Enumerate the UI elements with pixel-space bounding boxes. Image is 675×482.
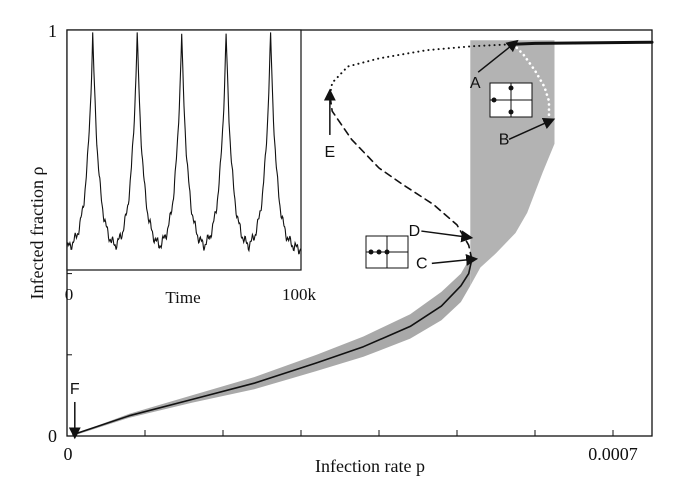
annotation-arrow-C <box>431 253 479 266</box>
region-layer <box>470 40 555 286</box>
inset-xlabel: Time <box>165 288 200 307</box>
fluctuation-band-0 <box>74 257 471 436</box>
y-tick-label-0: 0 <box>48 426 57 446</box>
y-tick-label-1: 1 <box>48 21 57 41</box>
annotation-arrow-D <box>421 230 474 243</box>
series-line-0 <box>74 258 473 435</box>
x-axis-title: Infection rate p <box>315 456 425 476</box>
inset-series <box>66 32 302 255</box>
lattice-glyph-upper <box>489 82 533 118</box>
series-line-1 <box>329 94 473 261</box>
annotation-label-F: F <box>70 381 80 398</box>
inset-x-tick-0: 0 <box>65 285 74 304</box>
annotation-label-D: D <box>409 223 421 240</box>
series-line-4 <box>511 42 551 123</box>
inset: 0 100k Time <box>65 29 317 307</box>
y-axis-title: Infected fraction ρ <box>27 167 47 300</box>
series-layer <box>74 40 654 435</box>
x-tick-label-1: 0.0007 <box>588 444 638 464</box>
annotation-layer: A B CD E F <box>68 39 556 440</box>
series-line-2 <box>328 43 515 96</box>
inset-oscillation-line <box>66 32 302 255</box>
annotation-label-E: E <box>325 144 336 161</box>
inset-frame <box>66 29 302 271</box>
lattice-glyph-lower <box>365 235 409 269</box>
band-layer <box>74 257 471 436</box>
annotation-arrow-B <box>508 118 556 141</box>
x-tick-label-0: 0 <box>64 444 73 464</box>
annotation-arrow-A <box>477 39 519 73</box>
annotation-label-C: C <box>416 255 428 272</box>
annotation-label-A: A <box>470 75 481 92</box>
bistable-region <box>470 40 555 286</box>
inset-x-tick-1: 100k <box>282 285 317 304</box>
series-line-3 <box>511 40 654 46</box>
annotation-label-B: B <box>499 131 510 148</box>
